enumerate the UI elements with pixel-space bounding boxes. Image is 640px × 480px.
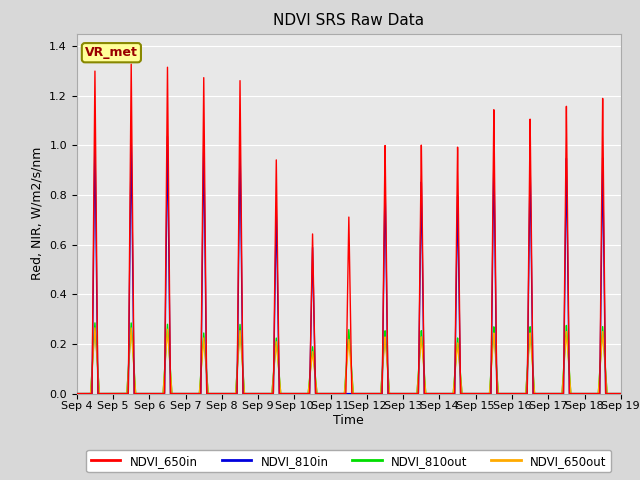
X-axis label: Time: Time [333, 414, 364, 427]
Legend: NDVI_650in, NDVI_810in, NDVI_810out, NDVI_650out: NDVI_650in, NDVI_810in, NDVI_810out, NDV… [86, 450, 611, 472]
Text: VR_met: VR_met [85, 46, 138, 59]
Y-axis label: Red, NIR, W/m2/s/nm: Red, NIR, W/m2/s/nm [31, 147, 44, 280]
Title: NDVI SRS Raw Data: NDVI SRS Raw Data [273, 13, 424, 28]
